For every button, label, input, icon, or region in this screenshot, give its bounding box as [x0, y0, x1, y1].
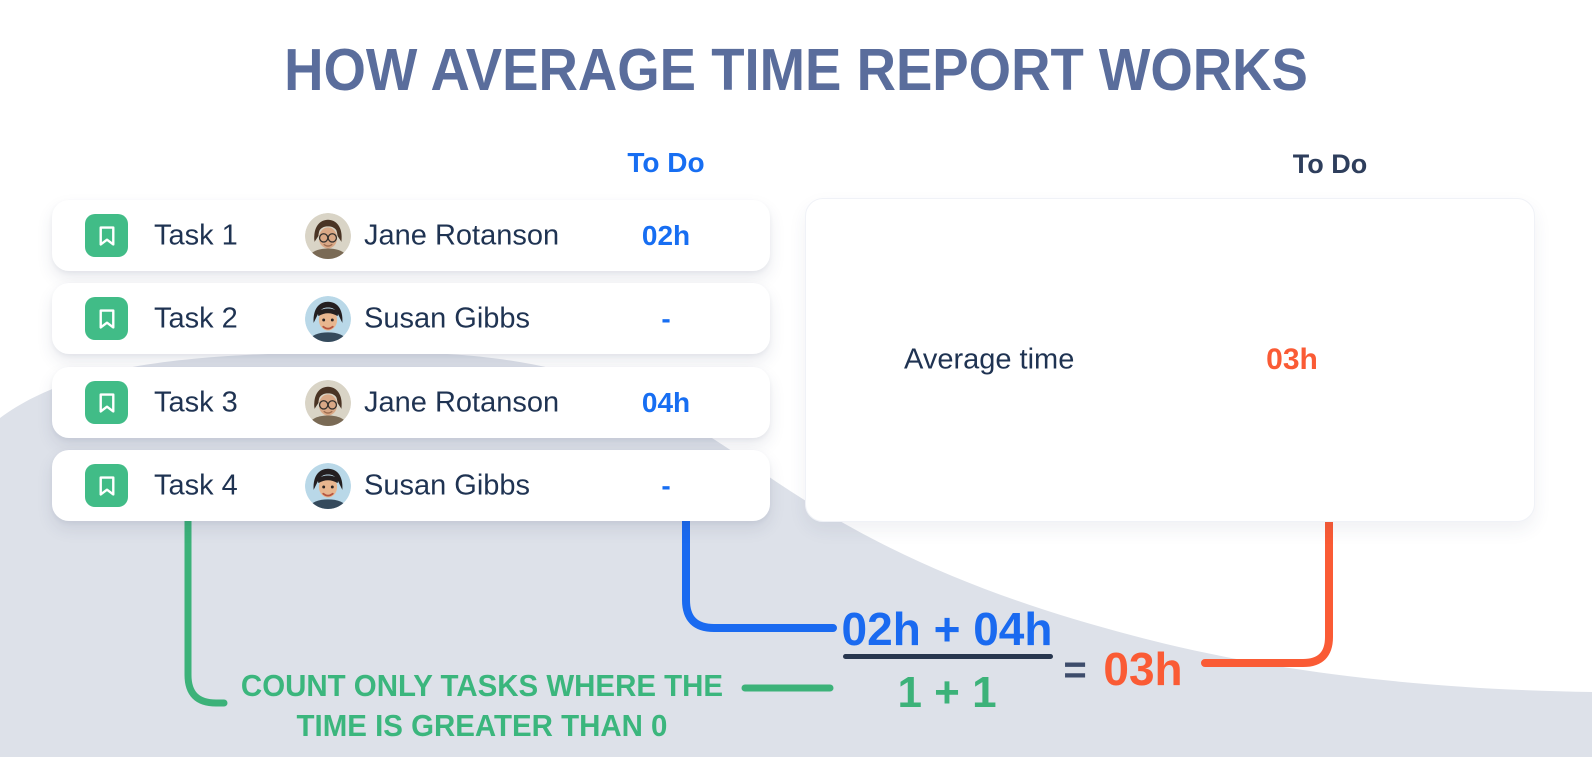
formula-numerator: 02h + 04h — [841, 603, 1053, 655]
bookmark-icon — [85, 464, 128, 507]
task-name: Task 4 — [154, 469, 238, 501]
formula-result: 03h — [1103, 643, 1183, 695]
page-title: HOW AVERAGE TIME REPORT WORKS — [284, 37, 1308, 104]
green-connector-line — [184, 516, 228, 707]
time-value: - — [661, 469, 671, 501]
assignee-name: Jane Rotanson — [364, 386, 560, 418]
average-time-label: Average time — [904, 343, 1075, 376]
bookmark-icon — [85, 214, 128, 257]
bookmark-icon — [85, 381, 128, 424]
avatar — [305, 463, 351, 509]
bookmark-icon — [85, 297, 128, 340]
formula-denominator: 1 + 1 — [897, 668, 997, 717]
todo-column-header-tasks: To Do — [627, 147, 705, 178]
average-time-card: Average time 03h — [805, 198, 1535, 522]
blue-connector-line — [682, 516, 837, 632]
avatar — [305, 380, 351, 426]
annotation-line-2: TIME IS GREATER THAN 0 — [296, 708, 668, 743]
assignee-name: Jane Rotanson — [364, 219, 560, 251]
time-value: 04h — [641, 386, 691, 418]
task-name: Task 3 — [154, 386, 238, 418]
task-name: Task 1 — [154, 219, 238, 251]
avatar — [305, 213, 351, 259]
equals-sign: = — [1063, 648, 1087, 692]
orange-connector-line — [1201, 516, 1333, 667]
time-value: 02h — [641, 219, 691, 251]
todo-column-header-summary: To Do — [1292, 149, 1368, 179]
assignee-name: Susan Gibbs — [364, 469, 531, 501]
time-value: - — [661, 302, 671, 334]
task-row-2: Task 2 Susan Gibbs - — [52, 283, 770, 354]
avatar — [305, 296, 351, 342]
task-name: Task 2 — [154, 302, 238, 334]
average-time-value: 03h — [1266, 343, 1318, 376]
task-row-3: Task 3 Jane Rotanson 04h — [52, 367, 770, 438]
task-row-1: Task 1 Jane Rotanson 02h — [52, 200, 770, 271]
count-rule-annotation: COUNT ONLY TASKS WHERE THE TIME IS GREAT… — [241, 666, 723, 746]
fraction-bar — [843, 654, 1053, 659]
assignee-name: Susan Gibbs — [364, 302, 531, 334]
task-row-4: Task 4 Susan Gibbs - — [52, 450, 770, 521]
annotation-line-1: COUNT ONLY TASKS WHERE THE — [240, 668, 724, 703]
